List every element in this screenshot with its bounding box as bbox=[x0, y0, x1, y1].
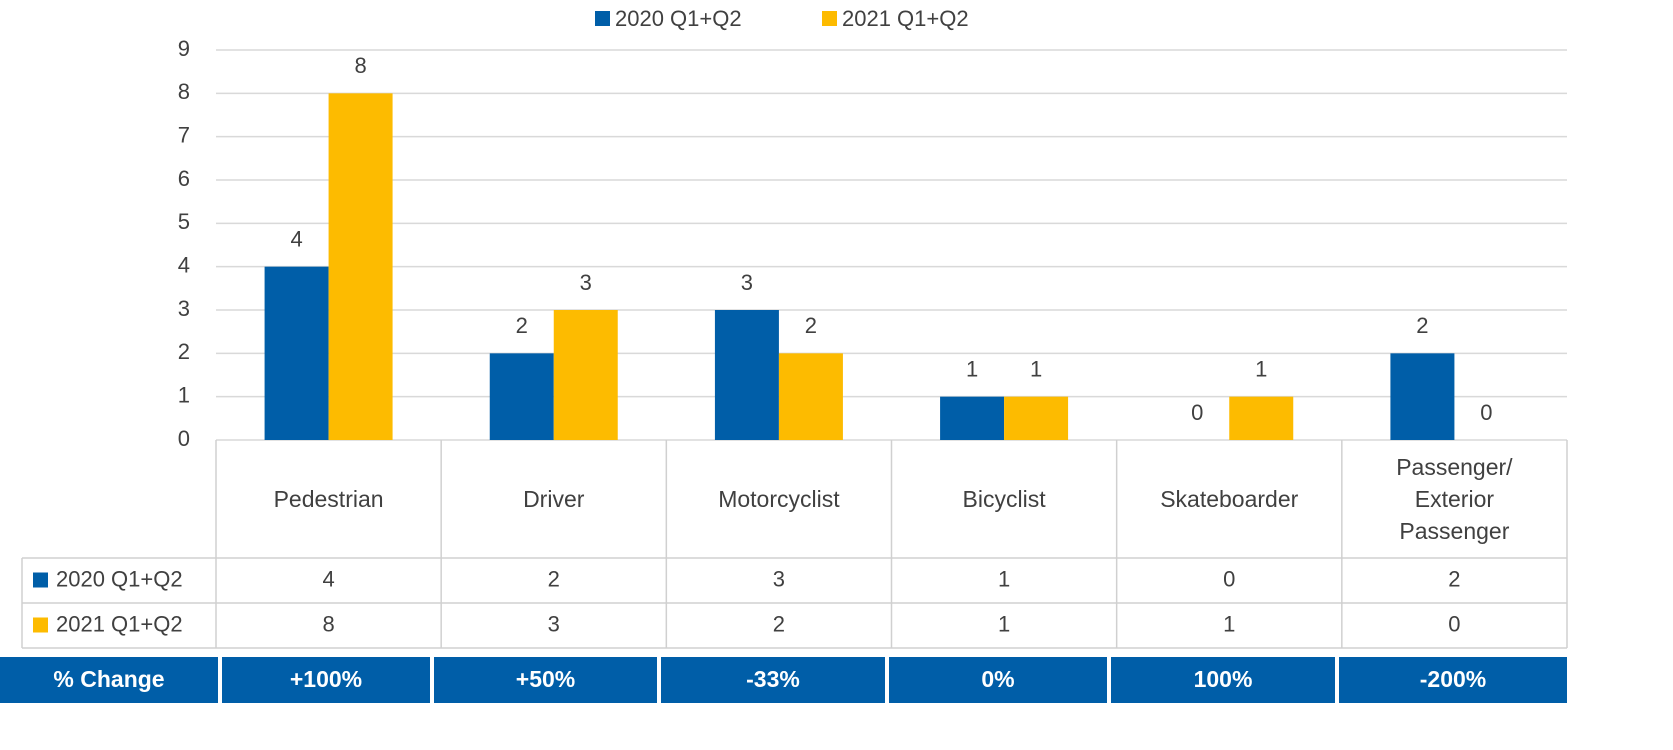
bar bbox=[778, 353, 843, 440]
data-label: 3 bbox=[741, 270, 753, 295]
category-cell: Pedestrian bbox=[273, 486, 384, 512]
data-label: 2 bbox=[1416, 313, 1428, 338]
table-row-label: 2021 Q1+Q2 bbox=[56, 611, 183, 636]
table-row-label: 2020 Q1+Q2 bbox=[56, 566, 183, 591]
data-label: 1 bbox=[1255, 356, 1267, 381]
legend-swatch bbox=[822, 11, 837, 26]
x-tick-label: Passenger/ Exterior Passenger bbox=[1396, 454, 1513, 544]
bar bbox=[328, 93, 393, 440]
y-tick-label: 6 bbox=[178, 166, 190, 191]
change-value: 100% bbox=[1194, 666, 1253, 692]
change-value: 0% bbox=[981, 666, 1014, 692]
table-legend-swatch bbox=[33, 617, 48, 633]
change-cell bbox=[1111, 657, 1335, 703]
category-cell: Passenger/ Exterior Passenger bbox=[1396, 454, 1513, 544]
change-value: -33% bbox=[746, 666, 800, 692]
table-cell: 1 bbox=[1223, 611, 1235, 636]
data-label: 1 bbox=[966, 356, 978, 381]
data-label: 0 bbox=[1191, 400, 1203, 425]
bar bbox=[264, 266, 329, 440]
category-cell: Bicyclist bbox=[962, 486, 1046, 512]
y-tick-label: 9 bbox=[178, 36, 190, 61]
change-cell bbox=[889, 657, 1107, 703]
change-cell bbox=[434, 657, 657, 703]
table-cell: 2 bbox=[773, 611, 785, 636]
table-cell: 2 bbox=[1448, 566, 1460, 591]
bar bbox=[489, 353, 554, 440]
change-cell bbox=[0, 657, 218, 703]
change-value: +100% bbox=[290, 666, 362, 692]
bar bbox=[1229, 396, 1294, 440]
change-value: -200% bbox=[1420, 666, 1486, 692]
x-tick-label: Skateboarder bbox=[1160, 486, 1299, 512]
bar bbox=[1004, 396, 1069, 440]
y-tick-label: 7 bbox=[178, 122, 190, 147]
bar bbox=[940, 396, 1005, 440]
y-tick-label: 3 bbox=[178, 296, 190, 321]
table-cell: 1 bbox=[998, 611, 1010, 636]
x-tick-label: Motorcyclist bbox=[718, 486, 840, 512]
legend-swatch bbox=[595, 11, 610, 26]
y-tick-label: 5 bbox=[178, 209, 190, 234]
bar bbox=[714, 310, 779, 440]
bar bbox=[1390, 353, 1455, 440]
data-label: 0 bbox=[1480, 400, 1492, 425]
table-cell: 1 bbox=[998, 566, 1010, 591]
bar bbox=[553, 310, 618, 440]
y-tick-label: 0 bbox=[178, 426, 190, 451]
change-header: % Change bbox=[53, 666, 164, 692]
table-cell: 2 bbox=[548, 566, 560, 591]
data-label: 8 bbox=[354, 53, 366, 78]
table-cell: 0 bbox=[1223, 566, 1235, 591]
table-cell: 0 bbox=[1448, 611, 1460, 636]
change-cell bbox=[661, 657, 885, 703]
change-value: +50% bbox=[516, 666, 575, 692]
data-label: 4 bbox=[290, 226, 302, 251]
data-label: 2 bbox=[516, 313, 528, 338]
category-cell: Driver bbox=[523, 486, 585, 512]
data-label: 2 bbox=[805, 313, 817, 338]
x-tick-label: Pedestrian bbox=[273, 486, 384, 512]
x-tick-label: Driver bbox=[523, 486, 585, 512]
y-tick-label: 8 bbox=[178, 79, 190, 104]
y-tick-label: 2 bbox=[178, 339, 190, 364]
data-label: 3 bbox=[580, 270, 592, 295]
legend-label: 2020 Q1+Q2 bbox=[615, 6, 742, 31]
y-tick-label: 4 bbox=[178, 252, 190, 277]
table-legend-swatch bbox=[33, 572, 48, 588]
table-cell: 3 bbox=[773, 566, 785, 591]
table-cell: 4 bbox=[322, 566, 334, 591]
y-tick-label: 1 bbox=[178, 382, 190, 407]
table-cell: 3 bbox=[548, 611, 560, 636]
x-tick-label: Bicyclist bbox=[962, 486, 1046, 512]
category-cell: Motorcyclist bbox=[718, 486, 840, 512]
category-cell: Skateboarder bbox=[1160, 486, 1299, 512]
change-cell bbox=[1339, 657, 1567, 703]
table-cell: 8 bbox=[322, 611, 334, 636]
data-label: 1 bbox=[1030, 356, 1042, 381]
change-cell bbox=[222, 657, 430, 703]
legend-label: 2021 Q1+Q2 bbox=[842, 6, 969, 31]
